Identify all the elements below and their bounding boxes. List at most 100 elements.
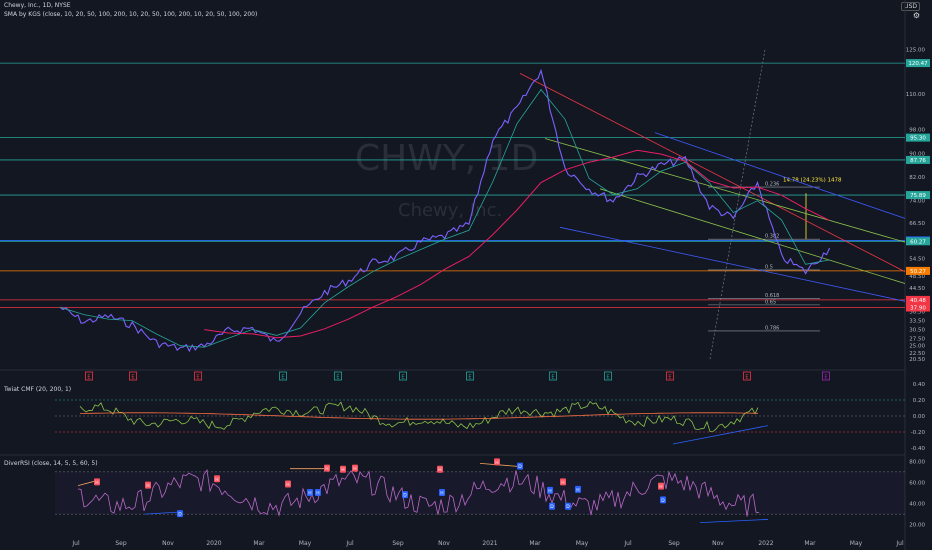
- earnings-label: E: [745, 375, 748, 381]
- rsi-divergence: [699, 519, 769, 523]
- earnings-label: E: [336, 375, 339, 381]
- divergence-label: H: [95, 480, 98, 486]
- cmf-tick: 0.00: [913, 414, 926, 420]
- y-tick-label: 33.50: [909, 319, 925, 325]
- price-label: 37.90: [910, 306, 926, 312]
- divergence-label: H: [561, 480, 564, 486]
- price-label: 120.47: [908, 61, 928, 67]
- x-tick-label: 2022: [758, 540, 773, 547]
- price-series: [59, 68, 831, 353]
- y-tick-label: 66.50: [909, 221, 925, 227]
- x-tick-label: Mar: [253, 540, 265, 547]
- currency-badge[interactable]: USD: [901, 2, 920, 11]
- price-label-bg: [906, 237, 930, 246]
- divergence-marker: [439, 489, 445, 496]
- measure-annotation: 14.78 (24.23%) 1478: [783, 177, 842, 183]
- divergence-label: H: [286, 482, 289, 488]
- rsi-divergence: [144, 511, 181, 515]
- x-tick-label: Nov: [438, 540, 450, 547]
- fib-label: 0.786: [765, 325, 779, 331]
- x-tick-label: Jul: [345, 540, 354, 547]
- x-tick-label: Jul: [895, 540, 904, 547]
- channel-mid-green: [599, 188, 906, 284]
- channel-mid-red: [519, 73, 906, 273]
- cmf-signal: [79, 412, 759, 420]
- earnings-label: E: [606, 375, 609, 381]
- x-tick-label: May: [576, 540, 589, 547]
- y-tick-label: 125.00: [906, 48, 926, 54]
- price-label-bg: [906, 59, 930, 68]
- fib-label: 0.618: [765, 293, 779, 299]
- earnings-marker: [822, 371, 830, 381]
- rsi-line: [77, 468, 760, 517]
- divergence-marker: [660, 496, 666, 504]
- divergence-marker: [285, 480, 291, 488]
- trend-dotted: [709, 49, 766, 360]
- x-tick-label: Jul: [71, 540, 80, 547]
- price-label: 50.27: [910, 269, 926, 275]
- cmf-divergence: [672, 425, 769, 445]
- y-tick-label: 90.00: [909, 151, 925, 157]
- x-tick-label: May: [299, 540, 312, 547]
- divergence-label: H: [438, 467, 441, 473]
- price-label-bg: [906, 266, 930, 275]
- x-tick-label: Sep: [115, 540, 127, 547]
- x-tick-label: Jul: [623, 540, 632, 547]
- divergence-marker: [565, 502, 571, 510]
- divergence-label: H: [576, 487, 579, 493]
- y-tick-label: 54.50: [909, 256, 925, 262]
- symbol-title[interactable]: Chewy, Inc., 1D, NYSE: [4, 2, 71, 9]
- divergence-marker: [402, 491, 408, 499]
- divergence-label: H: [659, 484, 662, 490]
- divergence-marker: [315, 489, 321, 496]
- fib-label: 0.65: [765, 299, 776, 305]
- divergence-marker: [494, 458, 500, 466]
- y-tick-label: 74.00: [909, 199, 925, 205]
- earnings-label: E: [131, 375, 134, 381]
- divergence-label: D: [661, 498, 665, 504]
- y-tick-label: 48.50: [909, 274, 925, 280]
- divergence-label: H: [325, 466, 328, 472]
- divergence-marker: [94, 478, 100, 486]
- divergence-label: D: [550, 504, 554, 510]
- divergence-label: D: [403, 493, 407, 499]
- price-label: 40.48: [910, 298, 926, 304]
- y-tick-label: 82.00: [909, 175, 925, 181]
- settings-icon[interactable]: ⚙: [912, 11, 920, 20]
- fib-label: 0.382: [765, 234, 779, 240]
- price-label-bg: [906, 191, 930, 200]
- earnings-label: E: [401, 375, 404, 381]
- rsi-tick: 80.00: [909, 459, 925, 465]
- price-label-bg: [906, 295, 930, 304]
- rsi-tick: 40.00: [909, 502, 925, 508]
- divergence-marker: [352, 464, 358, 472]
- fib-label: 0.236: [765, 182, 779, 188]
- price-label: 75.89: [910, 193, 926, 199]
- channel-upper: [654, 132, 906, 219]
- rsi-divergence: [479, 463, 521, 467]
- channel-mid-green: [544, 138, 906, 243]
- earnings-marker: [279, 371, 287, 381]
- y-tick-label: 98.00: [909, 128, 925, 134]
- rsi-band: [55, 471, 905, 515]
- sma-short: [59, 88, 830, 348]
- divergence-label: D: [178, 512, 182, 518]
- earnings-marker: [129, 371, 137, 381]
- divergence-label: H: [316, 491, 319, 497]
- x-tick-label: 2021: [482, 540, 497, 547]
- earnings-marker: [604, 371, 612, 381]
- divergence-label: H: [495, 460, 498, 466]
- y-tick-label: 36.50: [909, 310, 925, 316]
- price-label: 95.30: [910, 136, 926, 142]
- y-tick-label: 20.50: [909, 357, 925, 363]
- x-tick-label: Sep: [392, 540, 404, 547]
- divergence-label: H: [146, 483, 149, 489]
- earnings-label: E: [824, 375, 827, 381]
- y-tick-label: 44.50: [909, 286, 925, 292]
- indicator-legend[interactable]: SMA by KGS (close, 10, 20, 50, 100, 200,…: [4, 11, 258, 18]
- divergence-label: H: [341, 467, 344, 473]
- price-label-bg: [906, 133, 930, 142]
- fib-label: 0.5: [765, 264, 773, 270]
- divergence-label: H: [308, 491, 311, 497]
